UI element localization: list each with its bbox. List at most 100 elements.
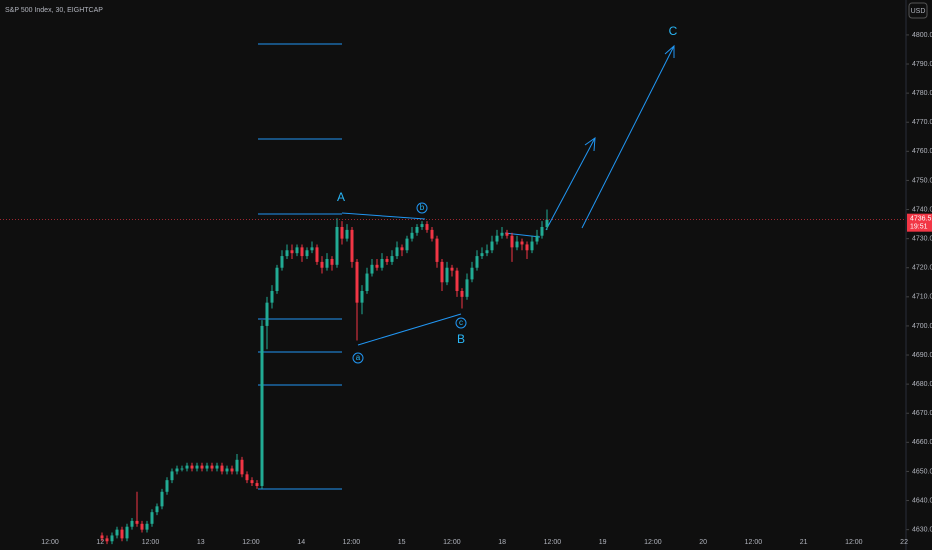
candle-body — [270, 291, 274, 303]
candle-body — [130, 520, 134, 527]
y-tick-label: 4700.00 — [912, 323, 932, 330]
candle-body — [335, 226, 339, 265]
candle-body — [145, 523, 149, 530]
candle-body — [350, 229, 354, 262]
y-tick-label: 4660.00 — [912, 439, 932, 446]
candle-body — [345, 229, 349, 239]
candle-body — [220, 465, 224, 472]
candle-body — [250, 480, 254, 484]
currency-button[interactable] — [908, 2, 928, 19]
candle-body — [375, 264, 379, 268]
candle-body — [255, 483, 259, 486]
candle-body — [275, 267, 279, 292]
candle-body — [330, 258, 334, 265]
candle-body — [400, 247, 404, 251]
candle-body — [535, 235, 539, 242]
trend-line — [357, 313, 462, 346]
candle-body — [480, 253, 484, 257]
candle-body — [200, 465, 204, 469]
y-tick-label: 4690.00 — [912, 352, 932, 359]
x-tick-label: 14 — [297, 539, 305, 546]
x-tick-label: 18 — [498, 539, 506, 546]
candle-body — [290, 250, 294, 254]
candle-body — [540, 226, 544, 236]
candle-body — [120, 529, 124, 539]
last-price-label: 4736.51 — [910, 216, 932, 223]
wave-label: B — [457, 332, 465, 346]
candle-body — [195, 465, 199, 469]
x-tick-label: 22 — [900, 539, 908, 546]
wave-label: A — [337, 190, 345, 204]
candle-body — [135, 520, 139, 524]
candle-body — [355, 261, 359, 303]
candle-body — [150, 512, 154, 524]
wave-circle — [416, 202, 428, 214]
x-tick-label: 21 — [800, 539, 808, 546]
candle-body — [510, 235, 514, 248]
candle-body — [125, 526, 129, 539]
x-tick-label: 20 — [699, 539, 707, 546]
candle-body — [495, 235, 499, 242]
x-tick-label: 12:00 — [142, 539, 160, 546]
candle-body — [100, 535, 104, 539]
x-tick-label: 12:00 — [745, 539, 763, 546]
y-tick-label: 4780.00 — [912, 90, 932, 97]
candle-body — [260, 325, 264, 486]
candle-body — [325, 258, 329, 268]
arrow — [581, 45, 675, 229]
candle-body — [490, 241, 494, 251]
x-tick-label: 12 — [96, 539, 104, 546]
y-tick-label: 4670.00 — [912, 410, 932, 417]
countdown: 19:51 — [910, 224, 928, 231]
candle-body — [240, 459, 244, 475]
wave-label: b — [420, 203, 425, 212]
candle-body — [525, 244, 529, 251]
x-tick-label: 13 — [197, 539, 205, 546]
x-tick-label: 12:00 — [845, 539, 863, 546]
candle-body — [360, 291, 364, 303]
candle-body — [390, 256, 394, 262]
candle-body — [155, 506, 159, 513]
x-tick-label: 19 — [599, 539, 607, 546]
candle-body — [295, 247, 299, 254]
arrow — [545, 137, 596, 231]
candle-body — [440, 261, 444, 283]
y-tick-label: 4730.00 — [912, 235, 932, 242]
wave-label: a — [356, 353, 361, 362]
candle-body — [245, 474, 249, 481]
drawings — [258, 43, 675, 490]
candle-body — [225, 468, 229, 472]
candle-body — [430, 229, 434, 239]
y-tick-label: 4640.00 — [912, 497, 932, 504]
candle-body — [380, 258, 384, 268]
candle-body — [175, 468, 179, 472]
candle-body — [395, 247, 399, 257]
candle-body — [450, 267, 454, 271]
candle-body — [435, 238, 439, 262]
candle-body — [205, 465, 209, 469]
arrow-head — [664, 44, 675, 58]
candle-body — [170, 471, 174, 481]
candle-body — [140, 523, 144, 530]
candle-body — [460, 291, 464, 297]
candle-body — [515, 241, 519, 248]
candle-body — [305, 250, 309, 257]
candle-body — [185, 465, 189, 469]
y-tick-label: 4710.00 — [912, 294, 932, 301]
currency[interactable]: USD — [911, 8, 926, 15]
candle-body — [300, 247, 304, 257]
candle-body — [320, 261, 324, 268]
y-tick-label: 4740.00 — [912, 206, 932, 213]
candle-body — [265, 302, 269, 326]
wave-circle — [455, 317, 467, 329]
x-tick-label: 12:00 — [343, 539, 361, 546]
candle-body — [315, 247, 319, 262]
candle-body — [405, 238, 409, 251]
candle-body — [285, 250, 289, 257]
y-tick-label: 4720.00 — [912, 265, 932, 272]
candle-body — [545, 219, 549, 227]
x-tick-label: 15 — [398, 539, 406, 546]
y-tick-label: 4790.00 — [912, 61, 932, 68]
